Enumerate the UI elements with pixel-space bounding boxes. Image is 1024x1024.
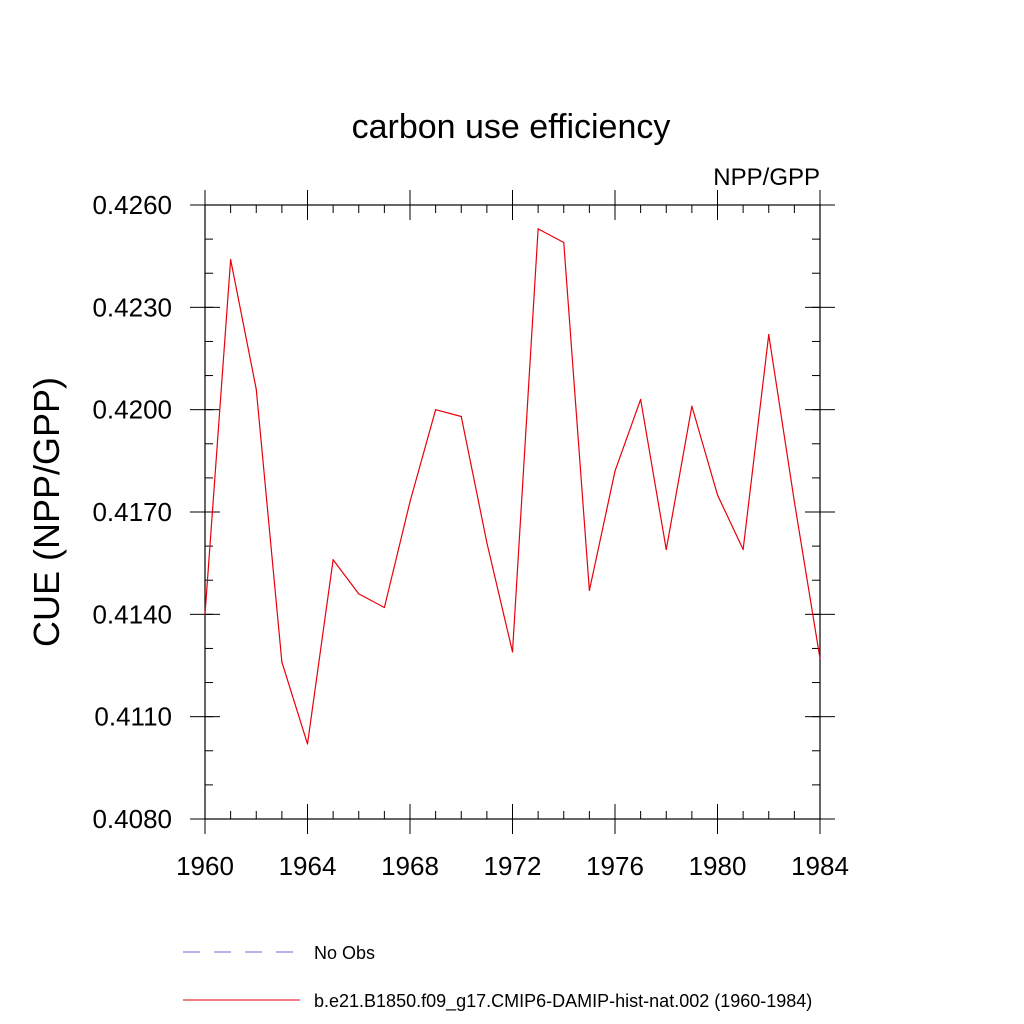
x-tick-label: 1960 [176, 851, 234, 881]
x-tick-label: 1984 [791, 851, 849, 881]
data-point [768, 334, 770, 336]
data-point [819, 658, 821, 660]
data-point [537, 228, 539, 230]
data-point [588, 589, 590, 592]
y-tick-label: 0.4260 [92, 190, 172, 220]
data-point [435, 409, 437, 411]
data-point [255, 388, 257, 390]
data-point [383, 606, 385, 609]
data-point [716, 494, 719, 496]
data-point [409, 501, 411, 503]
plot-frame [204, 204, 821, 820]
chart-title: carbon use efficiency [352, 108, 671, 146]
data-point [640, 398, 642, 401]
legend-label: No Obs [314, 943, 375, 963]
axis-ticks [190, 190, 835, 834]
x-tick-labels: 1960 1964 1968 1972 1976 1980 1984 [176, 851, 849, 881]
chart-subtitle: NPP/GPP [713, 164, 820, 191]
data-point [306, 743, 309, 745]
y-axis-label: CUE (NPP/GPP) [26, 377, 67, 647]
data-point [332, 559, 334, 561]
x-tick-label: 1976 [586, 851, 644, 881]
data-point [358, 593, 360, 595]
data-point [563, 241, 565, 244]
data-point [204, 613, 206, 615]
legend: No Obs b.e21.B1850.f09_g17.CMIP6-DAMIP-hi… [183, 943, 812, 1012]
y-tick-labels: 0.4080 0.4110 0.4140 0.4170 0.4200 0.4230 0.42… [92, 190, 172, 834]
data-point [511, 651, 514, 653]
y-tick-label: 0.4140 [92, 599, 172, 629]
series-layer [204, 228, 821, 745]
data-point [486, 542, 488, 544]
y-tick-label: 0.4110 [94, 702, 172, 732]
x-tick-label: 1972 [484, 851, 542, 881]
legend-label: b.e21.B1850.f09_g17.CMIP6-DAMIP-hist-nat… [314, 991, 812, 1012]
data-point [691, 405, 693, 407]
x-tick-label: 1964 [279, 851, 337, 881]
data-point [230, 258, 232, 261]
data-point [742, 548, 744, 551]
y-tick-label: 0.4170 [92, 497, 172, 527]
data-point [460, 415, 462, 418]
y-tick-label: 0.4230 [92, 292, 172, 322]
data-point [665, 548, 667, 551]
x-tick-label: 1980 [689, 851, 747, 881]
data-point [793, 501, 795, 503]
y-tick-label: 0.4080 [92, 804, 172, 834]
series-line [204, 228, 821, 745]
data-point [281, 661, 283, 663]
y-tick-label: 0.4200 [92, 395, 172, 425]
data-point [614, 470, 616, 472]
x-tick-label: 1968 [381, 851, 439, 881]
